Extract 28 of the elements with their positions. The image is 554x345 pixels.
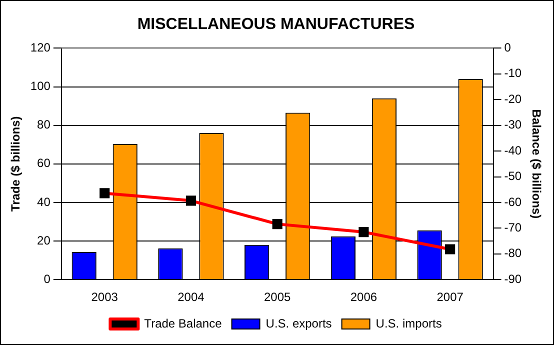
y2-tick-label: -70 — [504, 220, 522, 234]
x-tick-label: 2007 — [436, 290, 464, 304]
y2-tick-label: -80 — [504, 246, 522, 260]
y-tick-label: 40 — [37, 194, 51, 209]
x-tick-label: 2004 — [178, 290, 205, 304]
y2-axis-title: Balance ($ billions) — [529, 109, 544, 219]
y2-tick-label: -10 — [504, 66, 522, 80]
legend-label: U.S. imports — [376, 316, 442, 330]
y2-tick-label: -20 — [504, 92, 522, 106]
y2-tick-label: -40 — [504, 143, 522, 158]
y-axis-title: Trade ($ billions) — [8, 116, 23, 212]
y-tick-label: 0 — [44, 272, 51, 286]
x-tick-label: 2005 — [264, 290, 292, 304]
y-tick-label: 100 — [30, 79, 51, 94]
y-tick-label: 60 — [37, 156, 51, 170]
legend-label: U.S. exports — [266, 316, 332, 330]
x-tick-label: 2006 — [350, 290, 378, 304]
y-tick-label: 80 — [37, 118, 51, 132]
x-tick-label: 2003 — [91, 290, 118, 304]
y2-tick-label: -50 — [504, 169, 522, 184]
legend-label: Trade Balance — [144, 316, 222, 330]
chart-title: MISCELLANEOUS MANUFACTURES — [137, 16, 415, 34]
y2-tick-label: 0 — [504, 40, 512, 55]
y-tick-label: 120 — [30, 40, 51, 55]
y2-tick-label: -30 — [504, 118, 522, 132]
y2-tick-label: -90 — [504, 272, 522, 286]
y-tick-label: 20 — [37, 233, 51, 248]
y2-tick-label: -60 — [504, 194, 522, 209]
